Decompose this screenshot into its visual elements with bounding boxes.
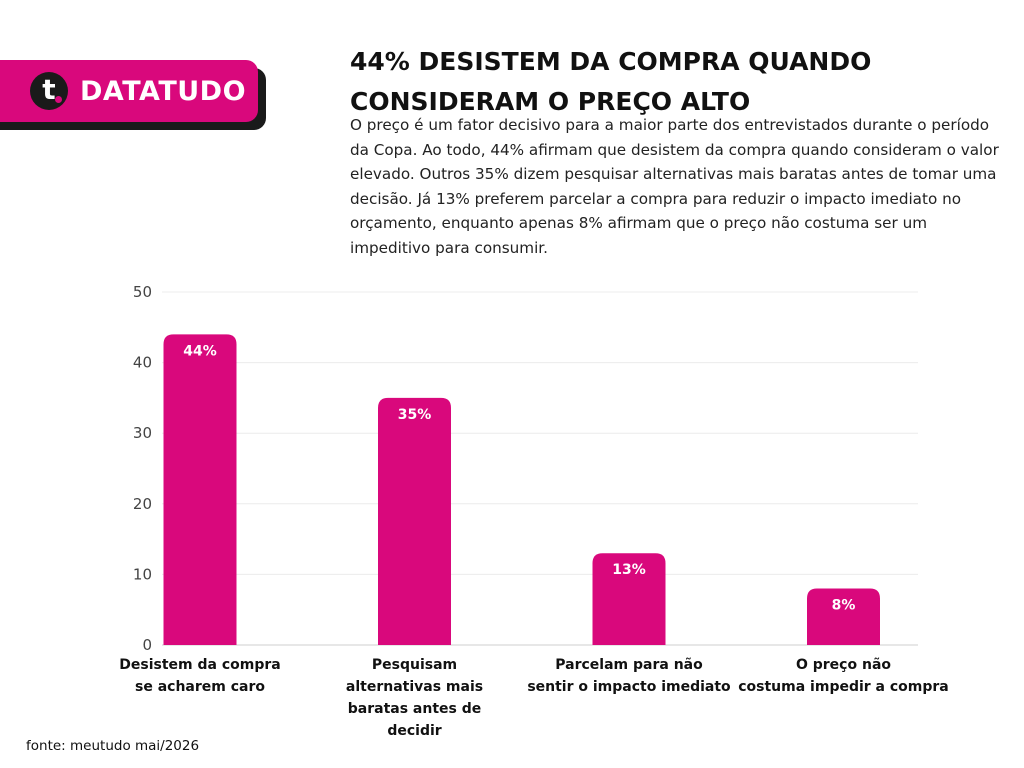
x-category-label-line: Pesquisam [372,657,457,673]
y-tick-label: 50 [133,283,152,301]
bar [807,588,880,645]
bar [592,553,666,645]
description-text: O preço é um fator decisivo para a maior… [350,116,999,257]
x-category-label-line: se acharem caro [135,679,265,695]
x-category-label-line: decidir [387,723,441,739]
logo-mark-icon: t [30,72,68,110]
data-label: 35% [398,407,432,423]
x-category-label-line: Parcelam para não [555,657,703,673]
x-category-label-line: alternativas mais [346,679,483,695]
x-category-label-line: baratas antes de [348,701,482,717]
logo-badge: t DATATUDO [0,60,258,122]
y-tick-label: 20 [133,495,152,513]
bar [163,334,237,645]
brand-logo: t DATATUDO [0,60,268,130]
logo-letter: t [42,73,56,106]
x-category-label: Desistem da compra se acharem caro [119,657,280,695]
x-category-label: Parcelam para não sentir o impacto imedia… [527,657,731,695]
x-category-label-line: sentir o impacto imediato [527,679,731,695]
page-title: 44% DESISTEM DA COMPRA QUANDO CONSIDERAM… [350,42,990,122]
bar [378,397,451,645]
y-tick-label: 30 [133,424,152,442]
title-line-1: 44% DESISTEM DA COMPRA QUANDO [350,47,872,76]
y-tick-label: 40 [133,354,152,372]
y-tick-label: 0 [142,636,152,654]
title-line-2: CONSIDERAM O PREÇO ALTO [350,87,751,116]
x-category-label-line: Desistem da compra [119,657,280,673]
data-label: 44% [183,343,217,359]
source-note: fonte: meutudo mai/2026 [26,738,200,754]
data-label: 13% [612,562,646,578]
logo-dot [55,96,62,103]
x-category-label-line: costuma impedir a compra [738,679,949,695]
x-category-label: O preço não costuma impedir a compra [738,657,949,695]
x-category-label-line: O preço não [796,657,891,673]
x-category-label: Pesquisam alternativas mais baratas antes … [346,657,483,739]
y-tick-label: 10 [133,565,152,583]
brand-name: DATATUDO [80,75,247,107]
bar-chart: 0 10 20 30 40 50 44% Desistem da compra se achar… [119,283,949,739]
data-label: 8% [832,598,856,614]
